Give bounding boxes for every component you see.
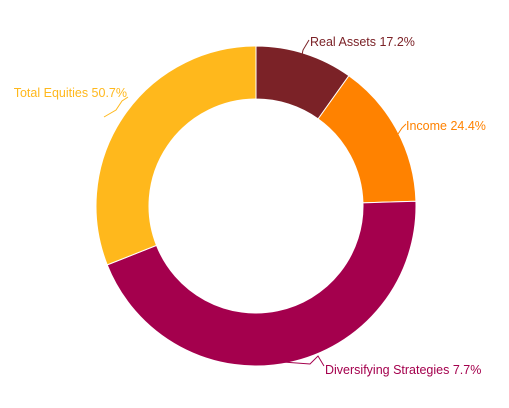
slice-total-equities (95, 45, 257, 266)
slice-label-income: Income 24.4% (406, 119, 486, 133)
leader-total-equities (103, 96, 129, 118)
label-leader-lines (103, 39, 407, 367)
donut-slices (95, 45, 417, 367)
slice-diversifying-strategies (106, 200, 417, 367)
slice-label-real-assets: Real Assets 17.2% (310, 35, 415, 49)
slice-label-total-equities: Total Equities 50.7% (14, 86, 127, 100)
leader-income (397, 123, 407, 135)
slice-labels: Real Assets 17.2% Income 24.4% Diversify… (14, 35, 486, 377)
leader-real-assets (300, 39, 310, 61)
slice-label-diversifying-strategies: Diversifying Strategies 7.7% (325, 363, 481, 377)
leader-diversifying-strategies (282, 355, 325, 367)
